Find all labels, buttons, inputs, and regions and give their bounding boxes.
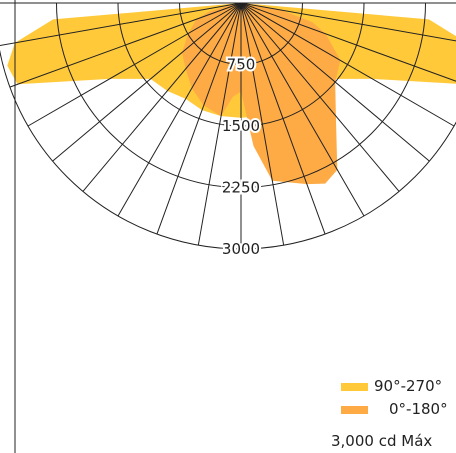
grid-spoke — [240, 2, 430, 162]
grid-spoke — [0, 2, 242, 46]
grid-spoke — [240, 2, 456, 82]
series-area-1 — [182, 3, 341, 185]
grid-spoke — [240, 2, 456, 42]
grid-spoke — [27, 2, 242, 127]
grid-spoke — [240, 2, 455, 127]
series-layer — [7, 3, 456, 185]
grid-spoke — [9, 2, 242, 88]
grid-spoke — [52, 2, 242, 162]
grid-spoke — [240, 2, 285, 246]
ring-label-2: 2250 — [222, 179, 260, 197]
grid-spoke — [240, 2, 326, 235]
legend-swatch-0-180 — [341, 406, 368, 414]
grid-spoke — [117, 2, 242, 217]
legend-label-0-180: 0°-180° — [389, 400, 448, 418]
polar-grid — [0, 2, 456, 250]
grid-spoke — [197, 2, 242, 246]
grid-spoke — [240, 2, 365, 217]
max-intensity-label: 3,000 cd Máx — [331, 432, 432, 450]
legend-swatch-90-270 — [341, 383, 368, 391]
ring-label-3: 3000 — [222, 240, 260, 258]
ring-label-1: 1500 — [222, 117, 260, 135]
grid-spoke — [240, 2, 400, 192]
grid-spoke — [82, 2, 242, 192]
ring-label-0: 750 — [227, 56, 256, 74]
ring-labels: 750 1500 2250 3000 — [220, 54, 262, 261]
grid-spoke — [156, 2, 242, 235]
legend-label-90-270: 90°-270° — [374, 377, 442, 395]
